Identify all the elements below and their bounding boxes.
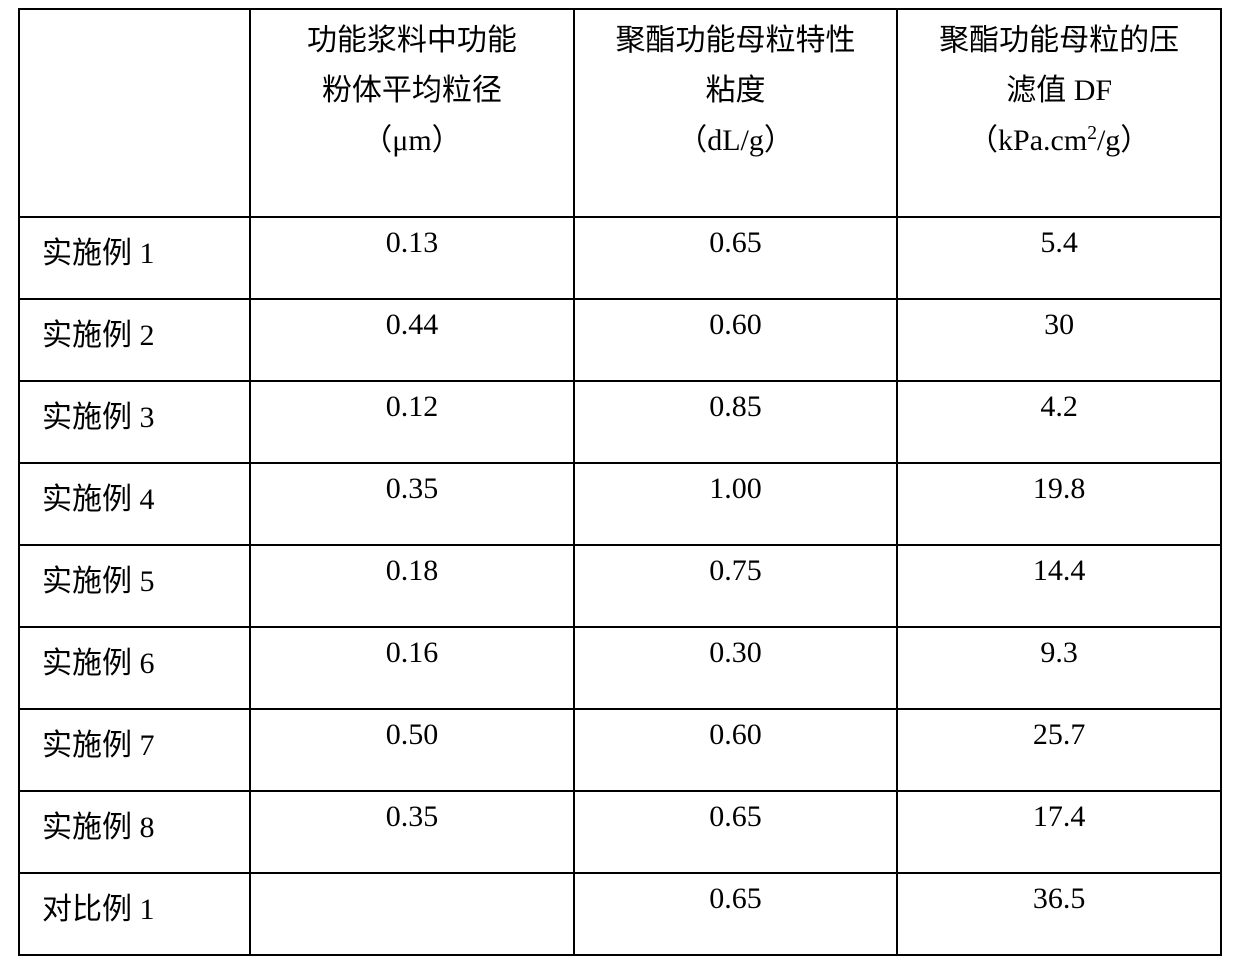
header-viscosity-unit: （dL/g） <box>677 116 794 166</box>
table-row: 实施例 2 0.44 0.60 30 <box>19 299 1221 381</box>
header-blank <box>19 9 250 217</box>
header-filter-line1: 聚酯功能母粒的压 <box>939 16 1179 66</box>
cell-filter: 5.4 <box>898 218 1220 260</box>
cell-viscosity: 0.75 <box>575 546 897 588</box>
cell-filter: 30 <box>898 300 1220 342</box>
header-filter-value: 聚酯功能母粒的压 滤值 DF （kPa.cm2/g） <box>897 9 1221 217</box>
cell-filter: 14.4 <box>898 546 1220 588</box>
header-viscosity-line2: 粘度 <box>706 66 766 116</box>
cell-particle-size: 0.12 <box>251 382 573 424</box>
table-row: 对比例 1 0.65 36.5 <box>19 873 1221 955</box>
row-label: 对比例 1 <box>20 874 249 928</box>
header-particle-size-line1: 功能浆料中功能 <box>307 16 517 66</box>
cell-viscosity: 0.30 <box>575 628 897 670</box>
cell-filter: 19.8 <box>898 464 1220 506</box>
row-label: 实施例 7 <box>20 710 249 764</box>
table-row: 实施例 4 0.35 1.00 19.8 <box>19 463 1221 545</box>
cell-filter: 25.7 <box>898 710 1220 752</box>
cell-viscosity: 0.65 <box>575 792 897 834</box>
cell-particle-size: 0.50 <box>251 710 573 752</box>
cell-viscosity: 0.60 <box>575 300 897 342</box>
cell-particle-size <box>251 874 573 882</box>
table-row: 实施例 7 0.50 0.60 25.7 <box>19 709 1221 791</box>
cell-particle-size: 0.35 <box>251 792 573 834</box>
masterbatch-properties-table: 功能浆料中功能 粉体平均粒径 （μm） 聚酯功能母粒特性 粘度 （dL/g） 聚… <box>18 8 1222 956</box>
table-row: 实施例 5 0.18 0.75 14.4 <box>19 545 1221 627</box>
row-label: 实施例 2 <box>20 300 249 354</box>
header-intrinsic-viscosity: 聚酯功能母粒特性 粘度 （dL/g） <box>574 9 898 217</box>
cell-viscosity: 0.65 <box>575 218 897 260</box>
cell-viscosity: 1.00 <box>575 464 897 506</box>
table-row: 实施例 1 0.13 0.65 5.4 <box>19 217 1221 299</box>
cell-viscosity: 0.85 <box>575 382 897 424</box>
cell-particle-size: 0.18 <box>251 546 573 588</box>
row-label: 实施例 3 <box>20 382 249 436</box>
header-particle-size-line2: 粉体平均粒径 <box>322 66 502 116</box>
cell-particle-size: 0.44 <box>251 300 573 342</box>
table-header-row: 功能浆料中功能 粉体平均粒径 （μm） 聚酯功能母粒特性 粘度 （dL/g） 聚… <box>19 9 1221 217</box>
cell-filter: 9.3 <box>898 628 1220 670</box>
header-particle-size-unit: （μm） <box>362 116 461 166</box>
header-viscosity-line1: 聚酯功能母粒特性 <box>616 16 856 66</box>
cell-viscosity: 0.65 <box>575 874 897 916</box>
row-label: 实施例 4 <box>20 464 249 518</box>
row-label: 实施例 1 <box>20 218 249 272</box>
table-row: 实施例 8 0.35 0.65 17.4 <box>19 791 1221 873</box>
row-label: 实施例 5 <box>20 546 249 600</box>
row-label: 实施例 6 <box>20 628 249 682</box>
cell-filter: 4.2 <box>898 382 1220 424</box>
cell-filter: 17.4 <box>898 792 1220 834</box>
header-particle-size: 功能浆料中功能 粉体平均粒径 （μm） <box>250 9 574 217</box>
cell-particle-size: 0.35 <box>251 464 573 506</box>
table-row: 实施例 3 0.12 0.85 4.2 <box>19 381 1221 463</box>
header-filter-line2: 滤值 DF <box>1006 66 1112 116</box>
cell-particle-size: 0.13 <box>251 218 573 260</box>
table-row: 实施例 6 0.16 0.30 9.3 <box>19 627 1221 709</box>
cell-particle-size: 0.16 <box>251 628 573 670</box>
header-filter-unit: （kPa.cm2/g） <box>968 116 1150 166</box>
cell-viscosity: 0.60 <box>575 710 897 752</box>
cell-filter: 36.5 <box>898 874 1220 916</box>
row-label: 实施例 8 <box>20 792 249 846</box>
